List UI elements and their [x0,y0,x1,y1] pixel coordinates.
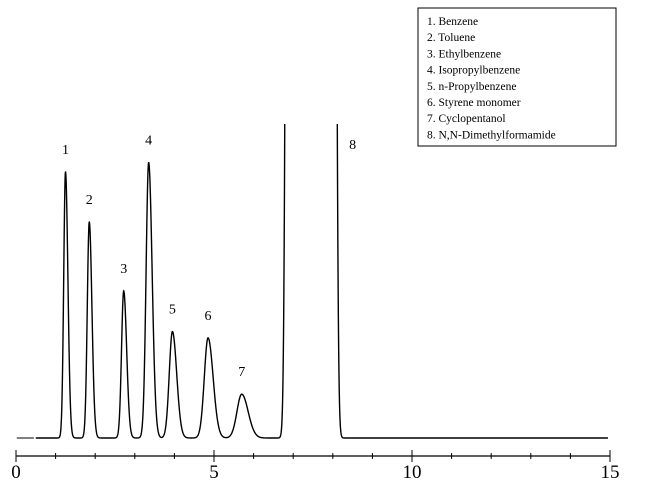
legend-entry: 5. n-Propylbenzene [427,81,516,93]
x-tick-label: 15 [601,462,620,483]
peak-labels: 1 2 3 4 5 6 7 8 [62,134,356,381]
legend-entry: 1. Benzene [427,16,478,28]
legend-entry: 4. Isopropylbenzene [427,65,520,77]
legend-box [417,7,617,147]
peak-label-5: 5 [169,303,176,318]
x-tick-label: 0 [11,462,21,483]
peak-label-7: 7 [238,365,245,380]
legend-entry: 2. Toluene [427,32,475,44]
peak-label-1: 1 [62,143,69,158]
x-tick-label: 10 [403,462,422,483]
x-tick-label: 5 [209,462,219,483]
chromatogram-trace-group [16,124,608,439]
peak-label-6: 6 [205,309,212,324]
legend-entry: 7. Cyclopentanol [427,113,506,125]
legend: 1. Benzene 2. Toluene 3. Ethylbenzene 4. Is… [417,7,617,147]
legend-entry: 8. N,N-Dimethylformamide [427,129,556,141]
legend-entry: 3. Ethylbenzene [427,48,501,60]
peak-label-3: 3 [120,262,127,277]
peak-label-8: 8 [349,138,356,153]
legend-entry: 6. Styrene monomer [427,97,521,109]
peak-label-2: 2 [86,193,93,208]
x-axis: 0 5 10 15 [11,450,620,483]
peak-label-4: 4 [145,134,152,149]
chromatogram-trace [35,124,608,439]
